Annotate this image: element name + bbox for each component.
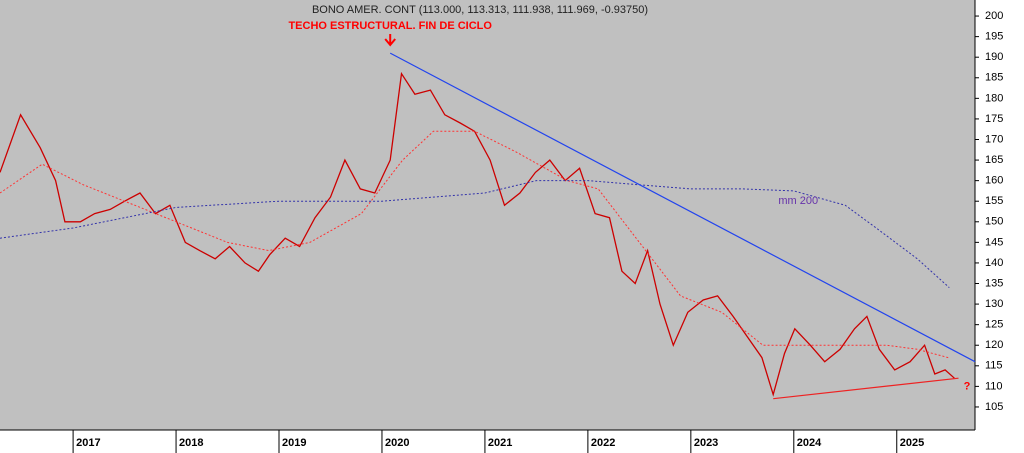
- x-tick-label: 2025: [900, 437, 924, 449]
- y-tick-label: 165: [985, 154, 1003, 166]
- series-line: [0, 71, 955, 397]
- y-tick-label: 160: [985, 175, 1003, 187]
- y-tick-label: 190: [985, 51, 1003, 63]
- y-axis-bg: [975, 0, 1024, 453]
- annotation: ?: [964, 380, 971, 392]
- x-tick-label: 2018: [179, 437, 203, 449]
- y-tick-label: 175: [985, 113, 1003, 125]
- y-tick-label: 105: [985, 401, 1003, 413]
- y-tick-label: 170: [985, 133, 1003, 145]
- y-tick-label: 120: [985, 339, 1003, 351]
- chart-title: BONO AMER. CONT (113.000, 113.313, 111.9…: [312, 4, 648, 16]
- y-tick-label: 110: [985, 380, 1003, 392]
- trend-line: [389, 52, 976, 363]
- annotation: TECHO ESTRUCTURAL. FIN DE CICLO: [288, 20, 492, 32]
- x-axis-bg: [0, 430, 975, 453]
- x-tick-label: 2024: [797, 437, 822, 449]
- y-tick-label: 115: [985, 360, 1003, 372]
- x-tick-label: 2022: [591, 437, 615, 449]
- y-tick-label: 130: [985, 298, 1003, 310]
- series-line: [0, 130, 949, 359]
- x-tick-label: 2021: [488, 437, 512, 449]
- y-tick-label: 200: [985, 10, 1003, 22]
- x-tick-label: 2019: [282, 437, 306, 449]
- trend-line: [773, 377, 959, 400]
- annotation: mm 200: [778, 195, 818, 207]
- y-tick-label: 140: [985, 257, 1003, 269]
- y-tick-label: 145: [985, 236, 1003, 248]
- y-tick-label: 195: [985, 31, 1003, 43]
- x-tick-label: 2023: [694, 437, 718, 449]
- arrow: [384, 34, 396, 47]
- x-tick-label: 2017: [76, 437, 100, 449]
- y-tick-label: 180: [985, 92, 1003, 104]
- series-line: [0, 180, 950, 288]
- y-tick-label: 155: [985, 195, 1003, 207]
- y-tick-label: 185: [985, 72, 1003, 84]
- y-tick-label: 125: [985, 319, 1003, 331]
- y-tick-label: 150: [985, 216, 1003, 228]
- plot-bg: [0, 0, 975, 430]
- x-tick-label: 2020: [385, 437, 409, 449]
- y-tick-label: 135: [985, 277, 1003, 289]
